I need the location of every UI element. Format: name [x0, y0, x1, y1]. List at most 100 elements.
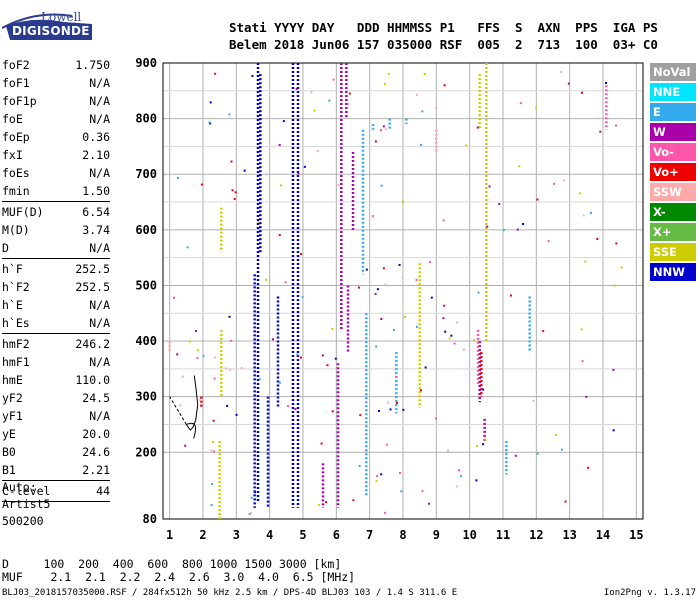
echo-point-sse — [383, 83, 386, 86]
x-tick-label: 12 — [529, 528, 543, 542]
echo-point-vo — [383, 511, 386, 514]
auto-artist: Artist5 — [2, 497, 51, 511]
echo-point-sse — [280, 184, 283, 187]
echo-point-vo — [428, 261, 431, 264]
x-tick-label: 8 — [399, 528, 406, 542]
param-row: yF2 24.5 — [2, 389, 110, 407]
auto-label: Auto: — [2, 480, 37, 494]
echo-point-ssw — [214, 356, 217, 359]
param-separator — [2, 258, 110, 259]
echo-point-nnw — [475, 479, 478, 482]
x-tick-label: 1 — [166, 528, 173, 542]
echo-point-e — [278, 381, 281, 384]
version-label: Ion2Png v. 1.3.17 — [603, 588, 696, 598]
echo-point-w — [176, 353, 179, 356]
logo-text-digisonde: DIGISONDE — [12, 24, 90, 38]
x-tick-label: 2 — [199, 528, 206, 542]
echo-point-nnw — [522, 223, 525, 226]
echo-point-w — [194, 330, 197, 333]
y-tick-label: 500 — [135, 278, 157, 292]
x-tick-label: 10 — [462, 528, 476, 542]
digisonde-logo — [1, 6, 98, 42]
echo-point-vo — [278, 234, 281, 237]
direction-legend: NoVal NNE E W Vo- Vo+ SSW X- X+ SSE NNW — [650, 63, 696, 283]
echo-point-vo — [615, 242, 618, 245]
echo-point-nnw — [402, 408, 405, 411]
param-name: M(D) — [2, 223, 30, 237]
param-value: N/A — [89, 76, 110, 90]
echo-point-e — [296, 353, 299, 356]
echo-point-nnw — [209, 101, 212, 104]
echo-point-vo — [581, 360, 584, 363]
param-value: 246.2 — [75, 337, 110, 351]
param-separator — [2, 501, 110, 502]
param-value: N/A — [89, 409, 110, 423]
echo-point-nnw — [254, 491, 257, 494]
echo-point-nnw — [450, 334, 453, 337]
station-header: Stati YYYY DAY DDD HHMMSS P1 FFS S AXN P… — [229, 19, 658, 53]
echo-point-w — [498, 203, 501, 206]
param-value: N/A — [89, 355, 110, 369]
echo-point-e — [186, 246, 189, 249]
param-value: 0.36 — [82, 130, 110, 144]
echo-point-sse — [473, 339, 476, 342]
echo-point-vo — [331, 410, 334, 413]
echo-point-nnw — [424, 366, 427, 369]
echo-point-e — [258, 378, 261, 381]
echo-point-ssw — [310, 91, 313, 94]
param-name: C-level — [2, 484, 51, 498]
x-tick-label: 4 — [266, 528, 273, 542]
param-value: N/A — [89, 166, 110, 180]
param-row: B1 2.21 — [2, 461, 110, 479]
param-value: 2.10 — [82, 148, 110, 162]
echo-point-sse — [614, 284, 617, 287]
echo-point-vo — [352, 499, 355, 502]
muf-frequency-row: MUF 2.1 2.1 2.2 2.4 2.6 3.0 4.0 6.5 [MHz… — [2, 570, 356, 584]
echo-point-vo — [213, 377, 216, 380]
param-name: fxI — [2, 148, 23, 162]
echo-point-nnw — [226, 404, 229, 407]
echo-point-e — [400, 490, 403, 493]
echo-point-vo — [320, 442, 323, 445]
echo-point-e — [502, 229, 505, 232]
echo-point-vo — [196, 356, 199, 359]
param-value: 1.750 — [75, 58, 110, 72]
echo-point-sse — [257, 220, 260, 223]
echo-point-nnw — [380, 473, 383, 476]
legend-item-vo: Vo+ — [650, 163, 696, 181]
echo-point-w — [599, 130, 602, 133]
echo-point-ssw — [337, 184, 340, 187]
echo-point-w — [488, 185, 491, 188]
y-tick-label: 300 — [135, 390, 157, 404]
param-row: hmF2 246.2 — [2, 335, 110, 353]
param-name: yF1 — [2, 409, 23, 423]
echo-point-nnw — [376, 288, 379, 291]
param-row: MUF(D) 6.54 — [2, 203, 110, 221]
param-row: hmE 110.0 — [2, 371, 110, 389]
param-value: 20.0 — [82, 427, 110, 441]
echo-point-ssw — [199, 399, 202, 402]
echo-point-e — [301, 296, 304, 299]
file-info-footer: BLJ03_2018157035000.RSF / 284fx512h 50 k… — [2, 588, 458, 598]
echo-point-sse — [212, 440, 215, 443]
x-tick-label: 3 — [233, 528, 240, 542]
echo-point-w — [585, 395, 588, 398]
x-tick-label: 13 — [562, 528, 576, 542]
echo-point-w — [486, 225, 489, 228]
echo-point-e — [228, 113, 231, 116]
param-value: 6.54 — [82, 205, 110, 219]
echo-point-vo — [348, 92, 351, 95]
param-value: 252.5 — [75, 280, 110, 294]
echo-point-vo — [614, 124, 617, 127]
echo-point-vo — [233, 198, 236, 201]
echo-point-sse — [535, 106, 538, 109]
echo-point-vo — [359, 414, 362, 417]
param-row: yF1 N/A — [2, 407, 110, 425]
echo-point-ssw — [316, 150, 319, 153]
logo-text-lowell: Lowell — [41, 10, 82, 24]
echo-point-sse — [317, 503, 320, 506]
param-value: N/A — [89, 94, 110, 108]
echo-point-sse — [401, 200, 404, 203]
echo-point-vo — [213, 450, 216, 453]
x-tick-label: 14 — [596, 528, 610, 542]
